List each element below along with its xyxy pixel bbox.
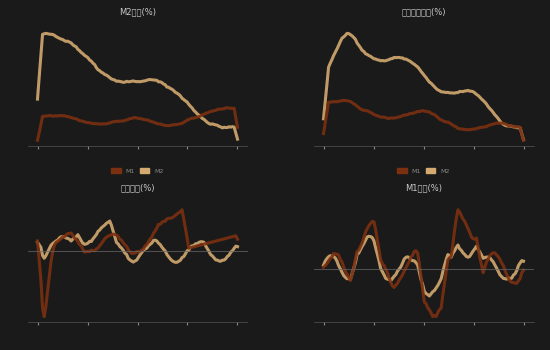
Title: 信贷增速(%): 信贷增速(%) — [120, 183, 155, 192]
Title: 社融存量增速(%): 社融存量增速(%) — [402, 7, 446, 16]
Legend: M1, M2: M1, M2 — [395, 166, 452, 176]
Legend: M1, M2: M1, M2 — [109, 166, 166, 176]
Title: M2增速(%): M2增速(%) — [119, 7, 156, 16]
Title: M1增速(%): M1增速(%) — [405, 183, 442, 192]
